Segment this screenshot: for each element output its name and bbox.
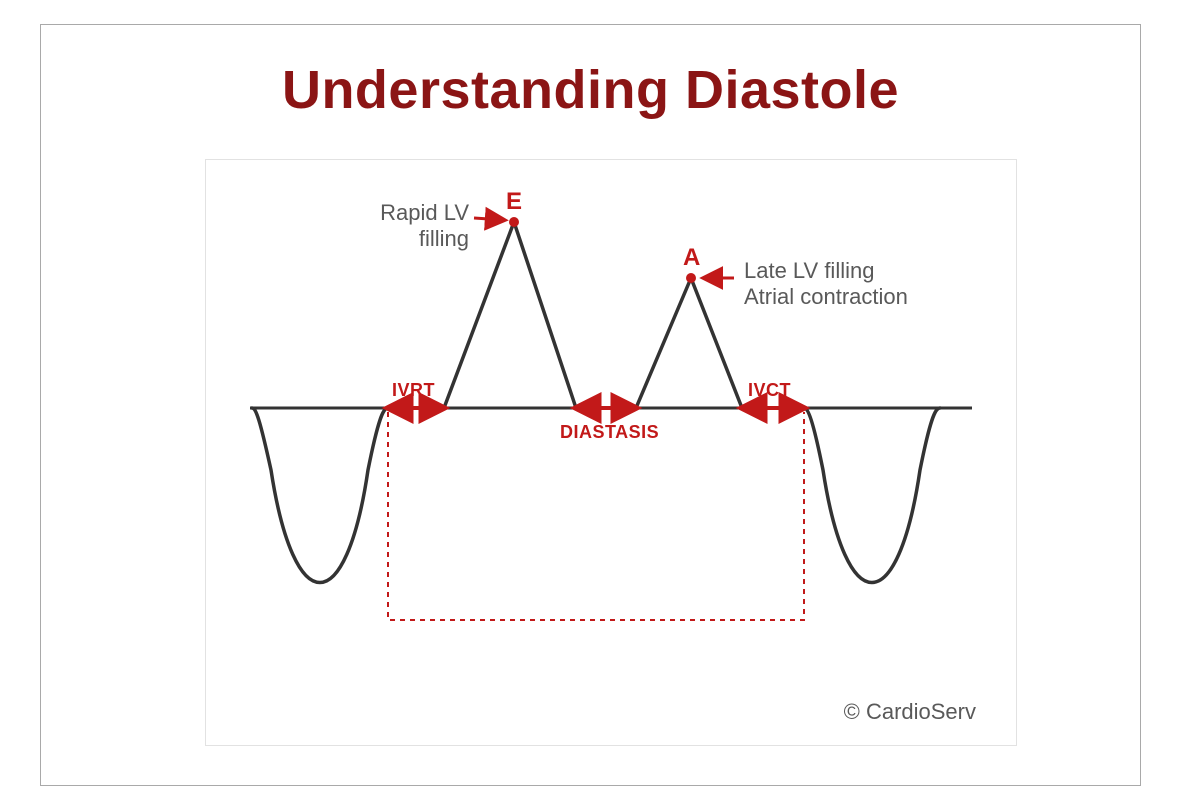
outer-frame: Understanding Diastole: [40, 24, 1141, 786]
peak-a-marker: [686, 273, 696, 283]
page-title: Understanding Diastole: [41, 59, 1140, 121]
ivrt-label: IVRT: [392, 380, 435, 402]
late-lv-line2: Atrial contraction: [744, 284, 908, 309]
rapid-lv-pointer: [474, 218, 504, 220]
copyright: © CardioServ: [844, 699, 976, 725]
late-lv-line1: Late LV filling: [744, 258, 874, 283]
peak-a-label: A: [683, 244, 700, 273]
diastasis-label: DIASTASIS: [560, 422, 659, 444]
late-lv-annotation: Late LV filling Atrial contraction: [744, 258, 908, 311]
diastole-waveform-diagram: [206, 160, 1016, 745]
rapid-lv-line2: filling: [419, 226, 469, 251]
rapid-lv-annotation: Rapid LVfilling: [364, 200, 469, 253]
peak-e-marker: [509, 217, 519, 227]
ivct-label: IVCT: [748, 380, 791, 402]
rapid-lv-line1: Rapid LV: [380, 200, 469, 225]
peak-e-label: E: [506, 188, 522, 217]
chart-frame: E A IVRT DIASTASIS IVCT Rapid LVfilling …: [205, 159, 1017, 746]
